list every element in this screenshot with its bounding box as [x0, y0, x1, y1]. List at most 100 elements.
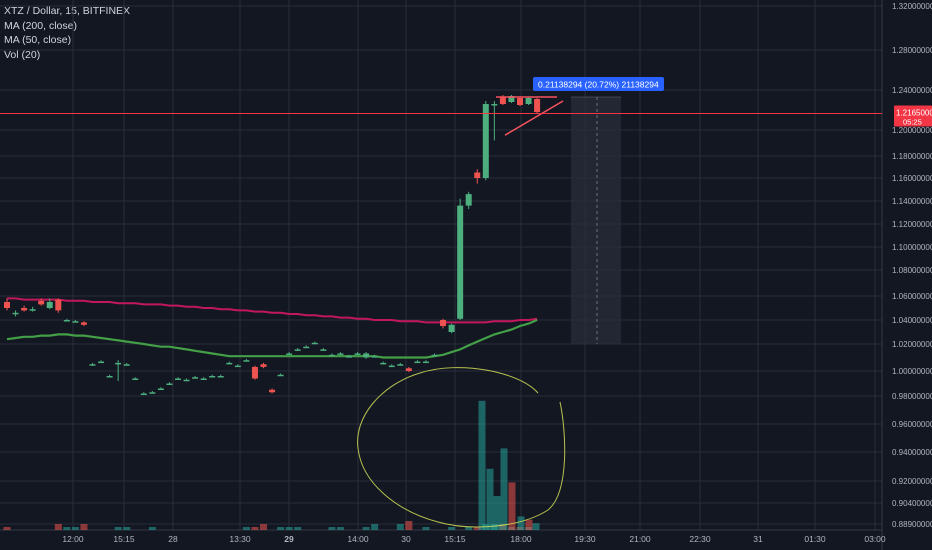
candle-body [422, 361, 429, 364]
candle-body [525, 98, 532, 104]
candle [422, 360, 429, 364]
volume-bar [525, 519, 533, 530]
volume-bar [362, 527, 370, 530]
candle-body [491, 104, 498, 106]
candle-body [38, 300, 45, 305]
candle-body [251, 366, 258, 379]
candle-body [226, 362, 233, 365]
ma200-line [7, 297, 538, 324]
candle [457, 198, 464, 320]
candle-body [243, 360, 250, 362]
volume-bar [422, 527, 430, 530]
measure-range-box [571, 97, 621, 344]
candle-body [98, 361, 105, 364]
candle [192, 376, 199, 379]
ma50-line [6, 318, 538, 359]
candle-body [12, 312, 19, 315]
volume-bar [71, 527, 79, 530]
candle-body [63, 320, 70, 322]
candle-body [89, 364, 96, 366]
candle [38, 298, 45, 306]
y-tick-label: 1.00000000 [892, 367, 932, 376]
y-tick-label: 0.94000000 [892, 448, 932, 457]
x-tick-label: 01:30 [804, 534, 826, 544]
candle-body [192, 377, 199, 379]
candle [98, 360, 105, 364]
candle-body [320, 349, 327, 351]
x-tick-label: 29 [284, 534, 294, 544]
candle-body [482, 104, 489, 178]
candle-body [354, 353, 361, 355]
x-tick-label: 30 [401, 534, 411, 544]
candle-body [474, 172, 481, 178]
candle [491, 101, 498, 141]
candle [55, 298, 62, 313]
volume-bar [500, 448, 508, 530]
candle-body [440, 320, 447, 326]
x-tick-label: 22:30 [689, 534, 711, 544]
candle [320, 348, 327, 351]
candle-body [80, 322, 87, 325]
candle-body [123, 364, 130, 366]
y-tick-label: 1.20000000 [892, 126, 932, 135]
candle [12, 310, 19, 317]
candle [260, 362, 267, 369]
candle-body [499, 97, 506, 104]
candle-body [209, 376, 216, 378]
candle-body [431, 354, 438, 357]
y-tick-label: 0.98000000 [892, 392, 932, 401]
candle-body [346, 356, 352, 358]
volume-bar [294, 527, 302, 530]
candle [209, 374, 216, 378]
y-tick-label: 1.14000000 [892, 197, 932, 206]
chart-legend: XTZ / Dollar, 15, BITFINEX MA (200, clos… [4, 4, 130, 62]
candle [388, 364, 395, 368]
pennant-annotation [496, 96, 564, 136]
y-tick-label: 1.18000000 [892, 152, 932, 161]
candle [448, 323, 455, 334]
y-tick-label: 1.24000000 [892, 86, 932, 95]
candle [123, 362, 130, 366]
candle-body [157, 388, 164, 390]
y-tick-label: 1.10000000 [892, 243, 932, 252]
candle-body [4, 302, 10, 308]
volume-legend[interactable]: Vol (20) [4, 48, 41, 61]
candle [175, 377, 181, 380]
volume-bar [285, 527, 293, 530]
candle [46, 298, 53, 310]
candle-body [115, 362, 122, 365]
volume-bar [3, 527, 11, 530]
volume-bar [473, 527, 481, 530]
candle [337, 352, 344, 355]
candle-body [363, 353, 370, 358]
volume-bar [277, 527, 285, 530]
volume-bar [336, 527, 344, 530]
y-tick-label: 1.06000000 [892, 292, 932, 301]
candle [200, 377, 207, 380]
candle [80, 321, 87, 326]
ma200-legend[interactable]: MA (200, close) [4, 19, 77, 32]
ma50-legend[interactable]: MA (50, close) [4, 34, 72, 46]
y-tick-label: 0.92000000 [892, 477, 932, 486]
volume-bar [148, 527, 156, 530]
candle [294, 348, 301, 351]
candle-body [286, 353, 293, 355]
candle [440, 318, 447, 329]
candle-body [183, 379, 190, 382]
x-tick-label: 14:00 [347, 534, 369, 544]
candle [21, 305, 28, 312]
candle [405, 366, 412, 373]
candle-body [397, 364, 404, 366]
candle-body [448, 324, 455, 332]
measure-label: 0.21138294 (20.72%) 21138294 [538, 80, 659, 90]
hand-drawn-ellipse [357, 367, 566, 528]
candle-body [46, 302, 53, 308]
candle [243, 358, 250, 362]
candle [269, 388, 276, 394]
volume-bar [396, 524, 404, 530]
y-tick-label: 1.04000000 [892, 316, 932, 325]
candle [328, 353, 335, 357]
volume-bar [251, 527, 259, 530]
